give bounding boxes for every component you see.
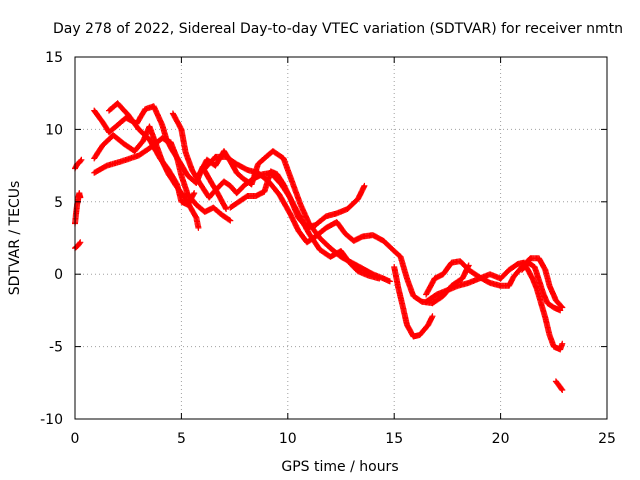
x-tick-label: 25 [598, 431, 616, 447]
y-tick-label: 10 [45, 122, 63, 138]
data-point [77, 157, 84, 164]
data-point [558, 386, 565, 393]
data-point [78, 156, 85, 163]
y-tick-label: 0 [54, 267, 63, 283]
axis-ticks: 0 5 10 15 20 25 -10 -5 0 5 10 15 [40, 50, 616, 447]
data-point [376, 275, 383, 282]
data-point [429, 313, 436, 320]
y-tick-label: -5 [49, 340, 63, 356]
x-tick-label: 10 [279, 431, 297, 447]
data-points [72, 100, 566, 393]
data-point [361, 182, 368, 189]
series-arc-13 [552, 378, 566, 393]
y-tick-label: 5 [54, 195, 63, 211]
series-arc-9 [391, 264, 436, 340]
x-tick-label: 0 [71, 431, 80, 447]
data-point [558, 303, 565, 310]
chart-title: Day 278 of 2022, Sidereal Day-to-day VTE… [53, 21, 623, 37]
data-point [559, 387, 566, 393]
x-tick-label: 20 [492, 431, 510, 447]
series-arc-7 [201, 153, 472, 307]
y-tick-label: 15 [45, 50, 63, 66]
data-point [226, 216, 233, 223]
data-point [386, 278, 393, 285]
y-axis-label: SDTVAR / TECUs [7, 181, 23, 296]
data-point [557, 307, 564, 314]
x-tick-label: 15 [385, 431, 403, 447]
series-arc-8 [227, 168, 383, 282]
data-point [191, 190, 198, 197]
x-tick-label: 5 [177, 431, 186, 447]
series-arc-14 [72, 239, 84, 252]
data-point [223, 206, 230, 212]
data-point [559, 340, 566, 347]
x-axis-label: GPS time / hours [281, 459, 398, 475]
y-tick-label: -10 [40, 412, 63, 428]
data-point [227, 217, 234, 224]
series-arc-12 [518, 259, 564, 314]
data-point [77, 239, 84, 246]
plot-frame [74, 56, 608, 420]
series-arc-11 [423, 259, 566, 353]
data-point [76, 240, 83, 247]
data-point [77, 194, 84, 201]
data-point [195, 224, 202, 231]
